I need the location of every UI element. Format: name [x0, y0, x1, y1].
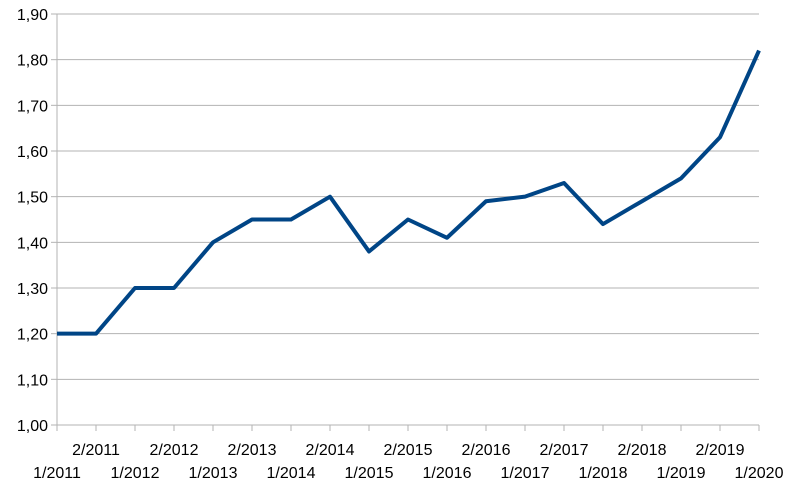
y-axis-tick-labels: 1,00 1,10 1,20 1,30 1,40 1,50 1,60 1,70 1,80 1,90 — [17, 7, 48, 435]
x-tick-label: 2/2013 — [228, 442, 277, 459]
y-tick-label: 1,10 — [17, 372, 48, 389]
y-tick-label: 1,40 — [17, 235, 48, 252]
x-tick-label: 2/2018 — [618, 442, 667, 459]
y-tick-label: 1,90 — [17, 7, 48, 24]
series-line — [57, 51, 759, 334]
x-tick-label: 1/2011 — [33, 465, 81, 482]
x-tick-label: 2/2011 — [72, 442, 120, 459]
y-tick-label: 1,50 — [17, 190, 48, 207]
x-tick-label: 1/2014 — [267, 465, 316, 482]
x-tick-label: 1/2017 — [501, 465, 550, 482]
x-tick-label: 1/2018 — [579, 465, 628, 482]
series-layer — [57, 50, 759, 333]
y-tick-label: 1,00 — [17, 418, 48, 435]
x-tick-label: 2/2017 — [540, 442, 589, 459]
y-tick-label: 1,60 — [17, 144, 48, 161]
x-tick-label: 2/2019 — [696, 442, 745, 459]
x-tick-label: 1/2016 — [423, 465, 472, 482]
x-tick-label: 2/2014 — [306, 442, 355, 459]
x-tick-label: 2/2015 — [384, 442, 433, 459]
x-tick-label: 1/2020 — [735, 465, 784, 482]
x-tick-label: 1/2019 — [657, 465, 706, 482]
x-tick-label: 2/2012 — [150, 442, 199, 459]
y-tick-label: 1,20 — [17, 327, 48, 344]
y-tick-label: 1,70 — [17, 98, 48, 115]
y-tick-label: 1,30 — [17, 281, 48, 298]
x-tick-label: 1/2013 — [189, 465, 238, 482]
y-tick-label: 1,80 — [17, 53, 48, 70]
x-axis-tick-labels: 1/2011 2/2011 1/2012 2/2012 1/2013 2/2013 1/20… — [33, 442, 783, 482]
x-tick-label: 2/2016 — [462, 442, 511, 459]
x-tick-label: 1/2012 — [111, 465, 160, 482]
x-tick-label: 1/2015 — [345, 465, 394, 482]
